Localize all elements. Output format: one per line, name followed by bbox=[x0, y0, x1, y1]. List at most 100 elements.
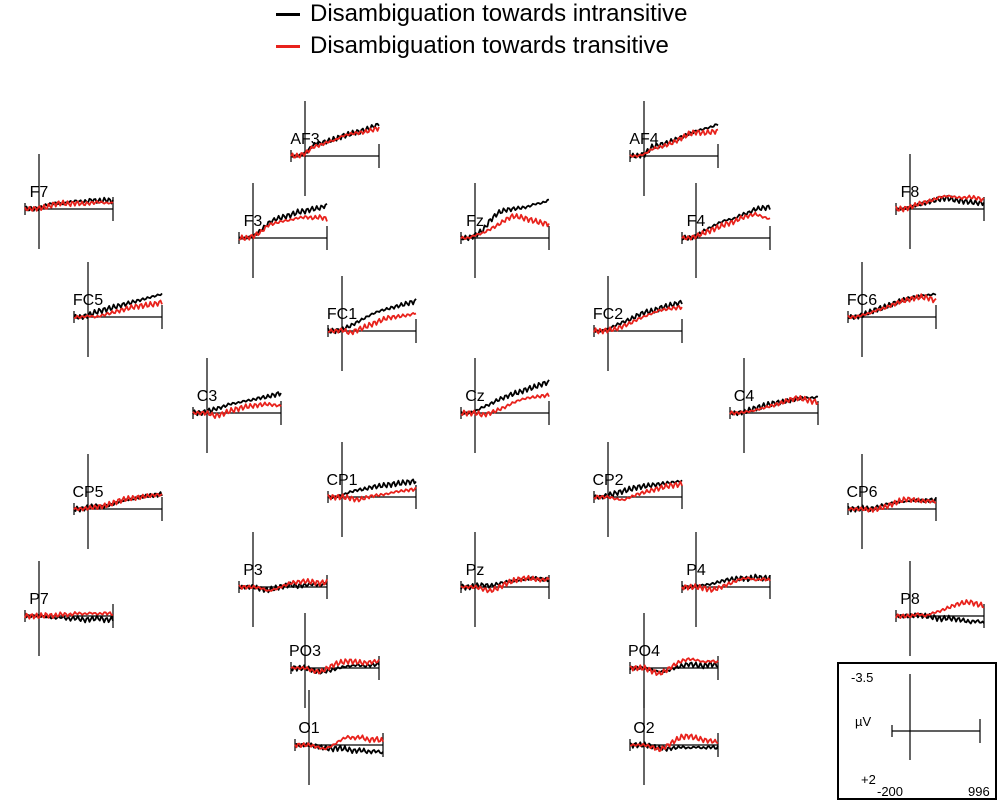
electrode-panel-p8: P8 bbox=[895, 561, 985, 656]
electrode-label-o1: O1 bbox=[298, 720, 319, 737]
legend-swatch-transitive bbox=[276, 44, 300, 48]
electrode-label-af3: AF3 bbox=[290, 131, 319, 148]
scale-legend-box: -3.5 µV +2 -200 996 bbox=[837, 662, 997, 800]
electrode-label-fc1: FC1 bbox=[327, 306, 357, 323]
erp-line-transitive-p7 bbox=[24, 611, 114, 620]
electrode-panel-cz: Cz bbox=[460, 358, 550, 453]
erp-line-transitive-cp2 bbox=[593, 480, 683, 502]
electrode-panel-cp2: CP2 bbox=[592, 442, 683, 537]
erp-line-transitive-f8 bbox=[895, 194, 985, 213]
electrode-label-fc2: FC2 bbox=[593, 306, 623, 323]
erp-line-transitive-o2 bbox=[629, 733, 719, 753]
electrode-panel-fc1: FC1 bbox=[327, 276, 417, 371]
electrode-label-p4: P4 bbox=[686, 562, 706, 579]
electrode-panel-f4: F4 bbox=[681, 183, 771, 278]
scale-end-label: 996 bbox=[968, 784, 990, 799]
scale-start-label: -200 bbox=[877, 784, 904, 799]
erp-line-transitive-cp5 bbox=[73, 492, 163, 512]
erp-line-intransitive-o2 bbox=[629, 741, 719, 752]
electrode-label-f4: F4 bbox=[687, 213, 706, 230]
erp-line-transitive-fc2 bbox=[593, 305, 683, 335]
erp-line-transitive-c4 bbox=[729, 395, 819, 416]
scale-positive-label: +2 bbox=[861, 772, 876, 787]
electrode-panel-c3: C3 bbox=[192, 358, 282, 453]
electrode-label-cp1: CP1 bbox=[326, 472, 357, 489]
electrode-panel-p3: P3 bbox=[238, 532, 328, 627]
scale-unit-label: µV bbox=[855, 714, 872, 729]
electrode-panel-o1: O1 bbox=[294, 690, 384, 785]
electrode-panel-p7: P7 bbox=[24, 561, 114, 656]
erp-line-transitive-fc1 bbox=[327, 312, 417, 336]
electrode-label-f7: F7 bbox=[30, 184, 49, 201]
electrode-panel-po3: PO3 bbox=[289, 613, 380, 708]
electrode-panel-fc6: FC6 bbox=[847, 262, 937, 357]
erp-line-transitive-cz bbox=[460, 392, 550, 418]
chart-legend: Disambiguation towards intransitive Disa… bbox=[0, 0, 1000, 62]
electrode-label-pz: Pz bbox=[466, 562, 485, 579]
scale-axes bbox=[891, 674, 981, 760]
electrode-panel-po4: PO4 bbox=[628, 613, 719, 708]
legend-item-intransitive: Disambiguation towards intransitive bbox=[276, 0, 688, 28]
electrode-panel-af4: AF4 bbox=[629, 101, 719, 196]
erp-line-transitive-p3 bbox=[238, 578, 328, 592]
erp-line-transitive-po4 bbox=[629, 657, 719, 676]
erp-line-intransitive-fc5 bbox=[73, 292, 163, 320]
erp-line-transitive-fc6 bbox=[847, 293, 937, 320]
electrode-panel-cp1: CP1 bbox=[326, 442, 417, 537]
erp-line-intransitive-fc1 bbox=[327, 298, 417, 335]
erp-line-transitive-fc5 bbox=[73, 299, 163, 320]
electrode-label-af4: AF4 bbox=[629, 131, 658, 148]
erp-line-intransitive-f4 bbox=[681, 204, 771, 241]
electrode-panel-c4: C4 bbox=[729, 358, 819, 453]
erp-line-intransitive-cz bbox=[460, 379, 550, 415]
electrode-panel-fz: Fz bbox=[460, 183, 550, 278]
erp-line-transitive-f4 bbox=[681, 211, 771, 241]
erp-line-transitive-c3 bbox=[192, 401, 282, 419]
erp-line-transitive-cp6 bbox=[847, 496, 937, 513]
electrode-panel-af3: AF3 bbox=[290, 101, 380, 196]
electrode-panel-pz: Pz bbox=[460, 532, 550, 627]
legend-item-transitive: Disambiguation towards transitive bbox=[276, 32, 669, 60]
electrode-label-f3: F3 bbox=[244, 213, 263, 230]
electrode-panel-o2: O2 bbox=[629, 690, 719, 785]
electrode-panel-p4: P4 bbox=[681, 532, 771, 627]
erp-line-intransitive-p8 bbox=[895, 612, 985, 625]
erp-line-intransitive-p3 bbox=[238, 581, 328, 594]
erp-line-transitive-fz bbox=[460, 213, 550, 240]
electrode-panel-fc5: FC5 bbox=[73, 262, 163, 357]
electrode-panel-f7: F7 bbox=[24, 154, 114, 249]
electrode-panel-fc2: FC2 bbox=[593, 276, 683, 371]
electrode-label-p8: P8 bbox=[900, 591, 920, 608]
electrode-label-fc6: FC6 bbox=[847, 292, 877, 309]
legend-swatch-intransitive bbox=[276, 12, 300, 16]
electrode-label-cz: Cz bbox=[465, 388, 485, 405]
erp-line-transitive-f3 bbox=[238, 214, 328, 241]
electrode-label-c4: C4 bbox=[734, 388, 755, 405]
erp-line-transitive-po3 bbox=[290, 658, 380, 675]
electrode-label-f8: F8 bbox=[901, 184, 920, 201]
electrode-label-fz: Fz bbox=[466, 213, 484, 230]
electrode-panel-cp5: CP5 bbox=[72, 454, 163, 549]
legend-label-transitive: Disambiguation towards transitive bbox=[310, 32, 669, 59]
electrode-label-cp6: CP6 bbox=[846, 484, 877, 501]
electrode-label-po3: PO3 bbox=[289, 643, 321, 660]
erp-line-intransitive-fz bbox=[460, 198, 550, 242]
erp-line-transitive-af4 bbox=[629, 128, 719, 158]
erp-line-intransitive-f3 bbox=[238, 202, 328, 240]
scale-negative-label: -3.5 bbox=[851, 670, 874, 685]
electrode-panel-cp6: CP6 bbox=[846, 454, 937, 549]
electrode-label-fc5: FC5 bbox=[73, 292, 103, 309]
erp-line-intransitive-cp6 bbox=[847, 497, 937, 513]
electrode-label-p3: P3 bbox=[243, 562, 263, 579]
erp-line-transitive-cp1 bbox=[327, 486, 417, 503]
electrode-label-p7: P7 bbox=[29, 591, 49, 608]
erp-line-intransitive-cp2 bbox=[593, 479, 683, 500]
erp-line-transitive-af3 bbox=[290, 126, 380, 159]
erp-line-transitive-p8 bbox=[895, 599, 985, 619]
electrode-label-c3: C3 bbox=[197, 388, 218, 405]
erp-line-intransitive-f8 bbox=[895, 195, 985, 211]
erp-line-intransitive-po4 bbox=[629, 661, 719, 674]
erp-line-intransitive-p4 bbox=[681, 573, 771, 590]
erp-line-transitive-pz bbox=[460, 574, 550, 594]
